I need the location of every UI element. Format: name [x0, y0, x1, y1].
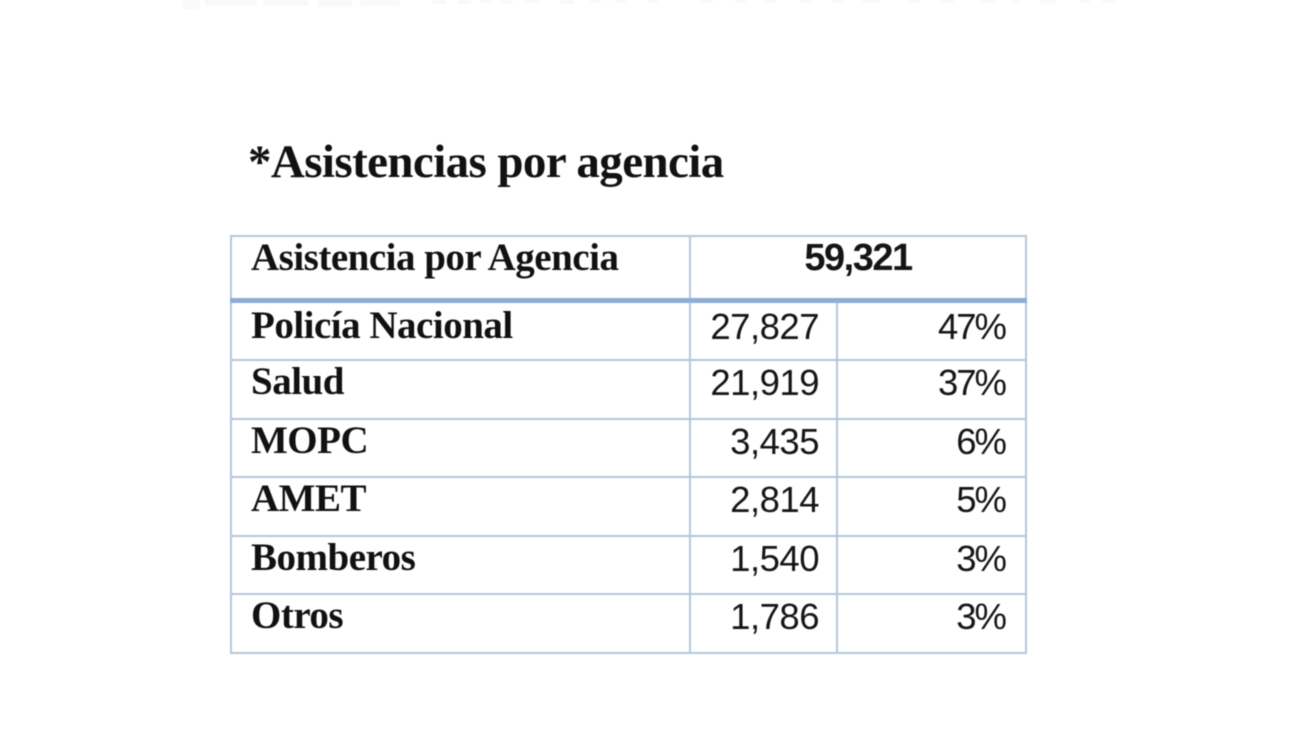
table-row: Otros 1,786 3% [230, 593, 1028, 654]
agency-count: 3,435 [689, 417, 838, 478]
agency-percent: 5% [835, 476, 1028, 537]
agency-percent: 47% [835, 299, 1028, 361]
agency-percent: 3% [835, 534, 1028, 595]
agency-count: 1,540 [689, 534, 838, 595]
cropped-text-remnant [0, 0, 1300, 12]
agency-name: Policía Nacional [230, 299, 691, 361]
agency-count: 27,827 [689, 299, 838, 361]
agency-percent: 37% [835, 359, 1028, 420]
table-row: AMET 2,814 5% [230, 476, 1028, 537]
agency-count: 2,814 [689, 476, 838, 537]
agency-name: MOPC [230, 417, 691, 478]
agency-percent: 3% [835, 593, 1028, 654]
table-row: Policía Nacional 27,827 47% [230, 299, 1028, 361]
page-title: *Asistencias por agencia [248, 136, 724, 188]
table-header-row: Asistencia por Agencia 59,321 [230, 235, 1028, 303]
agency-table: Asistencia por Agencia 59,321 Policía Na… [230, 235, 1028, 654]
agency-count: 21,919 [689, 359, 838, 420]
table-header-total: 59,321 [688, 235, 1028, 303]
table-header-label: Asistencia por Agencia [230, 235, 691, 303]
agency-name: Otros [230, 593, 691, 654]
agency-percent: 6% [835, 417, 1028, 478]
table-row: Salud 21,919 37% [230, 359, 1028, 420]
table-row: Bomberos 1,540 3% [230, 534, 1028, 595]
agency-name: AMET [230, 476, 691, 537]
agency-name: Bomberos [230, 534, 691, 595]
table-row: MOPC 3,435 6% [230, 417, 1028, 478]
agency-count: 1,786 [689, 593, 838, 654]
agency-name: Salud [230, 359, 691, 420]
